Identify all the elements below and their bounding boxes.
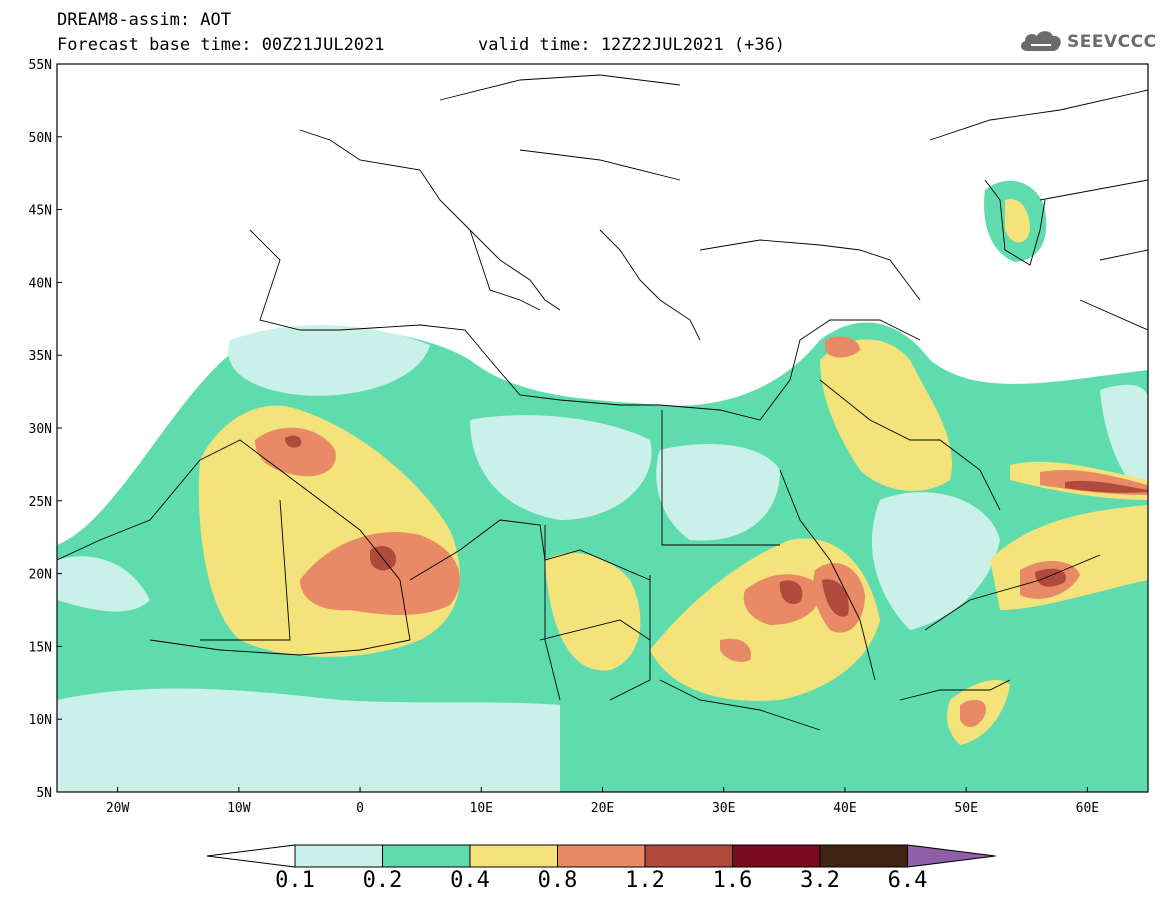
- colorbar-segment: [644, 844, 733, 868]
- colorbar-segment: [382, 844, 471, 868]
- cloud-icon: [1021, 31, 1061, 51]
- aot-region-high: [960, 699, 986, 727]
- aot-region-very-high: [822, 579, 849, 617]
- lon-label: 10W: [227, 801, 251, 816]
- aot-field: [57, 64, 1148, 792]
- lat-label: 10N: [29, 713, 52, 728]
- colorbar-tick-label: 1.6: [712, 868, 753, 893]
- seevccc-logo: SEEVCCC: [1017, 26, 1157, 56]
- lon-label: 0: [356, 801, 364, 816]
- lon-label: 30E: [712, 801, 735, 816]
- model-title: DREAM8-assim: AOT: [57, 10, 231, 30]
- colorbar-segment: [294, 844, 383, 868]
- aot-region-high: [720, 638, 751, 662]
- lat-label: 45N: [29, 204, 52, 219]
- colorbar-segment: [557, 844, 646, 868]
- aot-region-medium: [545, 552, 641, 671]
- colorbar-segment: [469, 844, 558, 868]
- longitude-labels: 20W 10W 0 10E 20E 30E 40E 50E 60E: [106, 787, 1099, 816]
- aot-region-high: [743, 574, 821, 625]
- aot-region-very-low: [470, 415, 652, 520]
- colorbar-tick-label: 1.2: [625, 868, 665, 893]
- aot-region-very-high: [285, 435, 302, 448]
- lat-label: 40N: [29, 276, 52, 291]
- forecast-base-time: Forecast base time: 00Z21JUL2021: [57, 35, 385, 55]
- colorbar-tick-label: 0.4: [450, 868, 490, 893]
- lon-label: 20E: [591, 801, 614, 816]
- lon-label: 50E: [954, 801, 977, 816]
- lon-label: 60E: [1076, 801, 1099, 816]
- colorbar-segment: [732, 844, 821, 868]
- lat-label: 25N: [29, 495, 52, 510]
- valid-time: valid time: 12Z22JUL2021 (+36): [478, 35, 786, 55]
- aot-region-medium: [1005, 199, 1030, 243]
- aot-region-very-low: [871, 492, 1000, 630]
- colorbar-tick-label: 6.4: [887, 868, 928, 893]
- aot-region-medium: [820, 339, 952, 491]
- aot-region-very-low: [57, 556, 150, 612]
- colorbar-tick-label: 0.2: [362, 868, 403, 893]
- colorbar-tick-label: 3.2: [800, 868, 840, 893]
- lon-label: 40E: [833, 801, 856, 816]
- aot-region-very-low: [656, 444, 780, 541]
- colorbar-low-extend: [206, 844, 296, 868]
- colorbar: [206, 844, 996, 868]
- coastline-borders: [57, 74, 1148, 731]
- aot-region-high: [255, 427, 336, 477]
- lon-label: 20W: [106, 801, 130, 816]
- latitude-labels: 55N 50N 45N 40N 35N 30N 25N 20N 15N 10N 5N: [29, 58, 62, 801]
- logo-text: SEEVCCC: [1067, 32, 1157, 52]
- lon-label: 10E: [470, 801, 493, 816]
- aot-region-very-high: [779, 580, 803, 604]
- lat-label: 5N: [36, 786, 52, 801]
- aot-region-very-low: [228, 325, 430, 396]
- aot-region-high: [300, 532, 460, 615]
- lat-label: 15N: [29, 640, 52, 655]
- lat-label: 50N: [29, 131, 52, 146]
- lat-label: 55N: [29, 58, 52, 73]
- aot-region-very-high: [1035, 568, 1066, 587]
- colorbar-tick-label: 0.8: [537, 868, 578, 893]
- aot-region-high: [825, 336, 860, 358]
- colorbar-tick-label: 0.1: [275, 868, 315, 893]
- aot-region-very-low: [1100, 384, 1148, 500]
- lat-label: 30N: [29, 422, 52, 437]
- colorbar-high-extend: [907, 844, 996, 868]
- aot-region-very-low: [57, 688, 560, 792]
- colorbar-segment: [819, 844, 908, 868]
- lat-label: 35N: [29, 349, 52, 364]
- lat-label: 20N: [29, 568, 52, 583]
- aot-region-very-high: [1065, 480, 1148, 493]
